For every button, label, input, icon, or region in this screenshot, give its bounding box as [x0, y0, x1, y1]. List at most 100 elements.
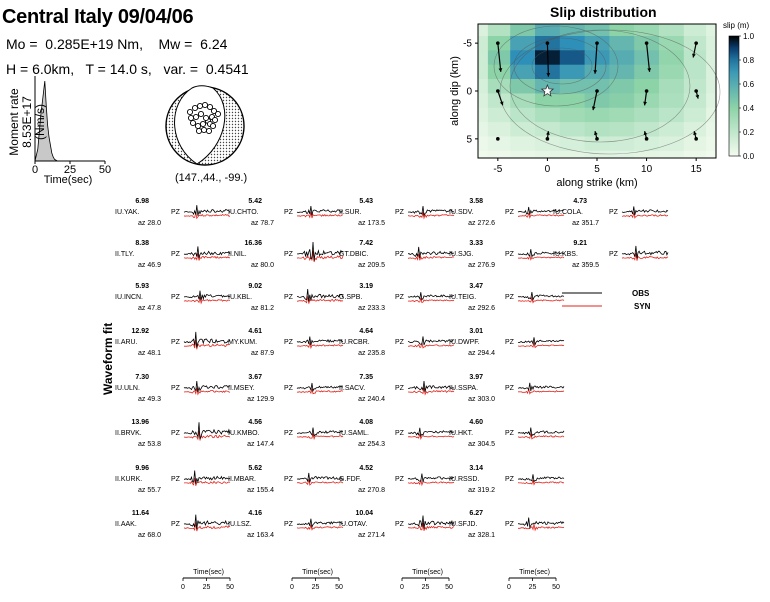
station-azimuth: az 53.8: [138, 441, 161, 448]
slip-cell: [487, 136, 511, 152]
slip-cell: [510, 24, 536, 37]
station-component: PZ: [284, 251, 294, 258]
synthetic-trace: [407, 212, 455, 220]
station-amplitude: 3.58: [469, 198, 483, 205]
synthetic-trace: [407, 433, 455, 440]
station-azimuth: az 270.8: [358, 487, 385, 494]
observed-trace: [407, 205, 455, 217]
slip-cell: [706, 93, 717, 109]
observed-trace: [407, 292, 455, 301]
station-component: PZ: [171, 251, 181, 258]
station-azimuth: az 240.4: [358, 396, 385, 403]
slip-xlabel: along strike (km): [556, 177, 637, 189]
station-circle: [206, 103, 214, 111]
slip-cell: [535, 79, 561, 94]
slip-cell: [683, 150, 707, 159]
station-component: PZ: [395, 476, 405, 483]
depth-duration-line: H = 6.0km, T = 14.0 s, var. = 0.4541: [6, 61, 249, 77]
time-axis-tick-label: 0: [507, 584, 511, 591]
station-azimuth: az 292.6: [468, 305, 495, 312]
station-azimuth: az 271.4: [358, 532, 385, 539]
event-title: Central Italy 09/04/06: [2, 6, 194, 28]
time-axis-tick-label: 0: [400, 584, 404, 591]
station-component: PZ: [609, 209, 619, 216]
observed-trace: [407, 246, 455, 258]
slip-contour: [499, 29, 721, 155]
slip-cell: [584, 150, 610, 159]
station-amplitude: 16.36: [244, 240, 262, 247]
station-azimuth: az 55.7: [138, 487, 161, 494]
station-component: PZ: [395, 251, 405, 258]
slip-vector-head: [594, 131, 598, 136]
station-circle: [191, 104, 199, 112]
station-azimuth: az 28.0: [138, 220, 161, 227]
observed-trace: [296, 241, 344, 261]
slip-vector-origin: [545, 41, 550, 45]
slip-cell: [559, 107, 586, 123]
slip-cell: [487, 150, 511, 159]
slip-vector: [546, 43, 550, 77]
station-component: PZ: [171, 476, 181, 483]
synthetic-trace: [183, 339, 231, 350]
station-azimuth: az 328.1: [468, 532, 495, 539]
station-amplitude: 5.42: [248, 198, 262, 205]
time-axis-tick-label: 50: [226, 584, 234, 591]
slip-cell: [535, 107, 561, 123]
station-circle: [208, 113, 216, 121]
moment-rate-ylabel-line2: 8.53E+17 (Nm/s): [20, 96, 47, 148]
slip-cell: [683, 24, 707, 37]
slip-cell: [584, 50, 610, 66]
station-component: PZ: [171, 339, 181, 346]
station-circle: [189, 119, 197, 127]
slip-cell: [510, 36, 536, 51]
station-component: PZ: [284, 430, 294, 437]
slip-cell: [478, 93, 489, 109]
slip-cell: [584, 93, 610, 109]
station-azimuth: az 276.9: [468, 262, 495, 269]
station-name: II.SUR.: [339, 209, 362, 216]
station-amplitude: 11.64: [132, 510, 149, 517]
station-component: PZ: [505, 339, 515, 346]
slip-cell: [659, 107, 685, 123]
station-amplitude: 13.96: [131, 419, 149, 426]
slip-cell: [559, 50, 586, 66]
slip-cell: [559, 24, 586, 37]
synthetic-trace: [183, 253, 231, 261]
station-amplitude: 6.27: [469, 510, 483, 517]
station-name: IU.RCBR.: [339, 339, 370, 346]
synthetic-trace: [297, 296, 344, 304]
slip-vector-origin: [595, 41, 599, 45]
slip-cell: [478, 50, 489, 66]
station-component: PZ: [395, 209, 405, 216]
observed-trace: [296, 205, 344, 216]
moment-rate-tick-label: 0: [32, 164, 38, 176]
synthetic-trace: [296, 250, 344, 263]
station-azimuth: az 46.9: [138, 262, 161, 269]
slip-ylabel: along dip (km): [449, 56, 461, 126]
moment-rate-tick-label: 25: [64, 164, 76, 176]
observed-trace: [408, 380, 455, 392]
station-azimuth: az 303.0: [468, 396, 495, 403]
station-azimuth: az 351.7: [572, 220, 599, 227]
slip-vector-head: [591, 106, 596, 111]
station-circle: [211, 116, 219, 124]
station-component: PZ: [171, 294, 181, 301]
slip-vector: [695, 90, 699, 99]
slip-cell: [609, 24, 635, 37]
slip-contour: [509, 29, 691, 143]
slip-x-tick-label: 5: [594, 164, 600, 175]
observed-trace: [183, 422, 231, 440]
station-amplitude: 4.73: [573, 198, 587, 205]
slip-vector-origin: [595, 137, 599, 141]
moment-rate-tick-label: 50: [99, 164, 111, 176]
station-amplitude: 7.35: [359, 374, 373, 381]
slip-cell: [584, 79, 610, 94]
slip-cell: [535, 122, 561, 138]
observed-trace: [407, 427, 455, 438]
slip-x-tick-label: -5: [493, 164, 502, 175]
slip-cell: [510, 122, 536, 138]
station-amplitude: 3.33: [469, 240, 483, 247]
slip-cell: [584, 122, 610, 138]
